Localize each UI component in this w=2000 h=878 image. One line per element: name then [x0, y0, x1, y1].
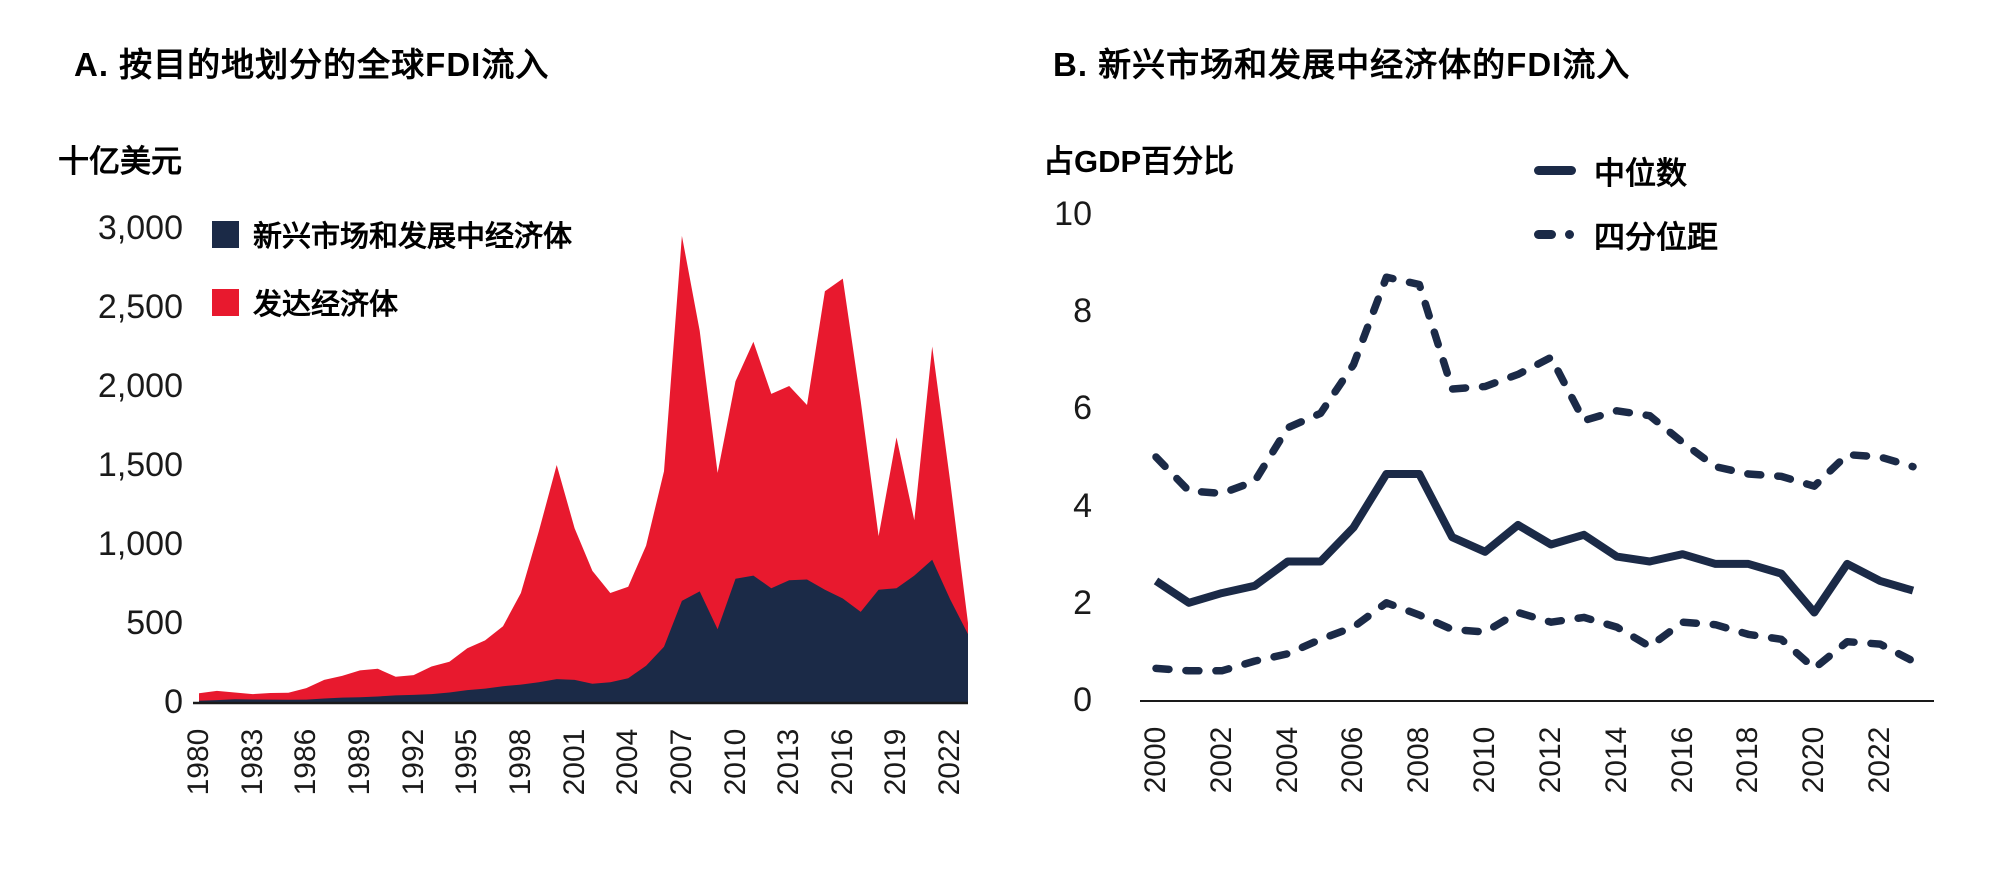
- panel-a-y-tick-label: 1,000: [97, 525, 183, 563]
- panel-a-x-tick-label: 2016: [825, 728, 859, 796]
- median-line: [1153, 470, 1915, 617]
- upper-quartile-line: [1152, 273, 1917, 498]
- panel-b-x-tick-label: 2006: [1336, 726, 1370, 794]
- panel-a-legend-item-emde: 新兴市场和发展中经济体: [212, 213, 572, 255]
- panel-a-x-tick-label: 1989: [342, 728, 376, 796]
- panel-a-x-tick-label: 2010: [718, 728, 752, 796]
- advanced-legend-label: 发达经济体: [253, 289, 399, 321]
- panel-b-legend-item-median: 中位数: [1534, 148, 1687, 193]
- panel-a-y-tick-label: 3,000: [97, 209, 183, 247]
- panel-b-y-tick-label: 0: [1073, 681, 1092, 719]
- emde-legend-swatch-icon: [212, 220, 239, 248]
- advanced-legend-swatch-icon: [212, 288, 239, 316]
- panel-a-y-tick-label: 0: [164, 683, 183, 721]
- median-legend-label: 中位数: [1594, 156, 1687, 191]
- panel-a-x-tick-label: 1986: [289, 728, 323, 796]
- panel-a-title: A. 按目的地划分的全球FDI流入: [74, 46, 550, 83]
- panel-a-unit-label: 十亿美元: [58, 144, 182, 179]
- panel-b-y-tick-label: 8: [1073, 292, 1092, 331]
- panel-b-x-tick-label: 2000: [1139, 726, 1172, 794]
- panel-b-x-tick-label: 2012: [1533, 726, 1567, 794]
- panel-b-y-tick-label: 6: [1073, 389, 1092, 428]
- panel-b-x-tick-label: 2020: [1797, 726, 1831, 794]
- panel-a-x-tick-label: 1983: [235, 728, 269, 796]
- iqr-legend-swatch-icon: [1534, 230, 1578, 239]
- panel-b-x-tick-label: 2008: [1402, 726, 1436, 794]
- panel-a-x-tick-label: 2022: [933, 728, 967, 796]
- panel-a-x-tick-label: 1995: [450, 728, 484, 796]
- panel-b-x-tick-label: 2014: [1599, 726, 1633, 794]
- panel-b-unit-label: 占GDP百分比: [1043, 144, 1235, 179]
- iqr-legend-label: 四分位距: [1594, 220, 1718, 255]
- panel-b-y-tick-label: 2: [1073, 583, 1092, 622]
- panel-b-x-tick-label: 2016: [1665, 726, 1699, 794]
- panel-b-title: B. 新兴市场和发展中经济体的FDI流入: [1053, 46, 1631, 83]
- emde-area: [199, 559, 968, 702]
- panel-a-x-tick-label: 1992: [396, 728, 430, 796]
- panel-a-y-tick-label: 2,000: [97, 367, 183, 405]
- median-legend-swatch-icon: [1534, 166, 1578, 175]
- panel-a-x-tick-label: 1998: [503, 728, 537, 796]
- panel-b-y-tick-label: 4: [1073, 486, 1092, 525]
- panel-a-x-tick-label: 2013: [772, 728, 806, 796]
- panel-a-x-tick-label: 2001: [557, 728, 591, 796]
- panel-b-legend-item-iqr: 四分位距: [1534, 212, 1718, 257]
- panel-a-legend-item-advanced: 发达经济体: [212, 281, 398, 323]
- emde-legend-label: 新兴市场和发展中经济体: [253, 221, 573, 253]
- advanced-economies-area: [199, 235, 968, 702]
- panel-b-y-tick-label: 10: [1054, 195, 1092, 233]
- panel-b-x-tick-label: 2022: [1863, 726, 1897, 794]
- panel-a-y-tick-label: 1,500: [97, 446, 183, 484]
- panel-b-x-tick-label: 2018: [1731, 726, 1765, 794]
- panel-a-x-tick-label: 2007: [664, 728, 698, 796]
- lower-quartile-line: [1152, 599, 1917, 675]
- panel-b-x-tick-label: 2004: [1270, 726, 1304, 794]
- panel-b-x-tick-label: 2010: [1468, 726, 1502, 794]
- panel-a-y-tick-label: 2,500: [97, 288, 183, 326]
- panel-a-y-tick-label: 500: [126, 604, 183, 642]
- panel-b-x-tick-label: 2002: [1204, 726, 1238, 794]
- panel-a-x-tick-label: 2019: [879, 728, 913, 796]
- panel-a-x-tick-label: 2004: [611, 728, 645, 796]
- panel-a-x-tick-label: 1980: [182, 728, 215, 796]
